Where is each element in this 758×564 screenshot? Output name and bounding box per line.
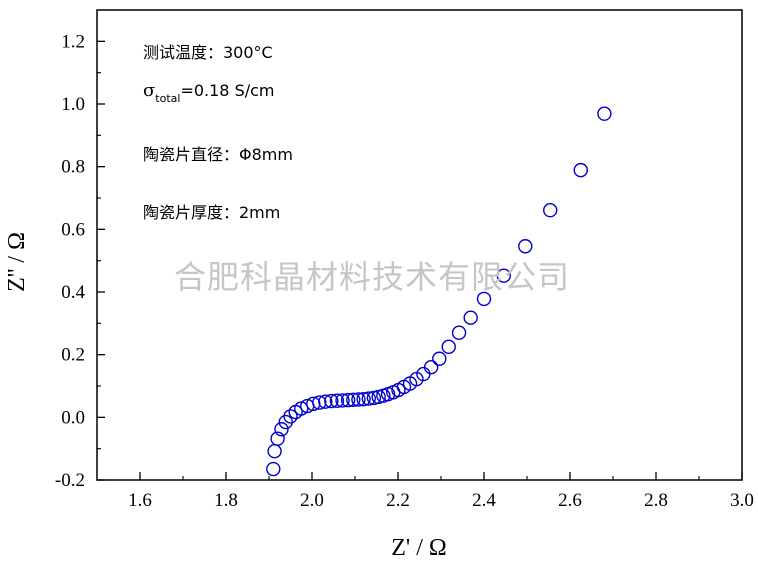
y-tick-label: 1.0 [61, 94, 85, 115]
annotation-thickness: 陶瓷片厚度：2mm [143, 203, 280, 222]
annotation-diameter: 陶瓷片直径：Φ8mm [143, 145, 293, 164]
conductivity-value: =0.18 S/cm [180, 81, 274, 100]
data-point [476, 291, 492, 307]
data-point [356, 391, 371, 407]
y-tick-label: 0.2 [61, 345, 85, 366]
data-point [518, 239, 533, 254]
data-point [432, 351, 447, 366]
data-point [267, 443, 282, 459]
y-tick-label: 1.2 [61, 31, 85, 52]
data-point [278, 414, 293, 430]
data-point [274, 422, 289, 437]
data-point [318, 394, 333, 409]
x-tick-label: 3.0 [730, 490, 754, 511]
data-point [451, 325, 467, 340]
data-point [441, 339, 456, 355]
data-point [340, 392, 356, 408]
data-markers [266, 106, 612, 477]
data-point [496, 268, 511, 283]
conductivity-subscript: total [155, 92, 180, 105]
data-point [294, 401, 309, 416]
data-point [270, 431, 285, 446]
data-point [543, 203, 558, 218]
data-point [346, 392, 361, 407]
x-tick-label: 2.4 [472, 490, 496, 511]
data-point [573, 162, 588, 178]
data-point [351, 392, 366, 407]
axis-ticks: 1.6 1.8 2.0 2.2 2.4 2.6 2.8 3.0 -0.2 0.0 0.2 0.4 0.6… [55, 31, 754, 511]
data-point [324, 393, 339, 409]
data-point [312, 395, 327, 410]
conductivity-symbol: σ [143, 80, 155, 101]
y-tick-label: 0.8 [61, 157, 85, 178]
data-point [423, 360, 439, 375]
annotation-conductivity: σtotal=0.18 S/cm [143, 80, 275, 105]
x-axis-title: Z' / Ω [391, 535, 447, 561]
data-point [266, 461, 281, 477]
data-point [329, 393, 345, 408]
y-axis-title: Z'' / Ω [4, 232, 30, 292]
data-point [463, 310, 478, 325]
data-point [335, 393, 350, 408]
x-tick-label: 1.8 [214, 490, 238, 511]
data-point [283, 409, 298, 424]
watermark-text: 合肥科晶材料技术有限公司 [174, 258, 570, 296]
data-point [597, 106, 612, 121]
y-tick-label: 0.4 [61, 282, 85, 303]
data-point [366, 390, 382, 406]
data-point [361, 391, 376, 406]
x-tick-label: 2.6 [558, 490, 582, 511]
x-tick-label: 2.2 [386, 490, 410, 511]
annotation-test-temperature: 测试温度：300°C [143, 43, 273, 62]
x-tick-label: 2.0 [300, 490, 324, 511]
y-tick-label: 0.0 [61, 407, 85, 428]
y-tick-label: -0.2 [55, 470, 85, 491]
x-tick-label: 1.6 [128, 490, 152, 511]
x-tick-label: 2.8 [644, 490, 668, 511]
y-tick-label: 0.6 [61, 219, 85, 240]
plot-frame [96, 9, 743, 481]
